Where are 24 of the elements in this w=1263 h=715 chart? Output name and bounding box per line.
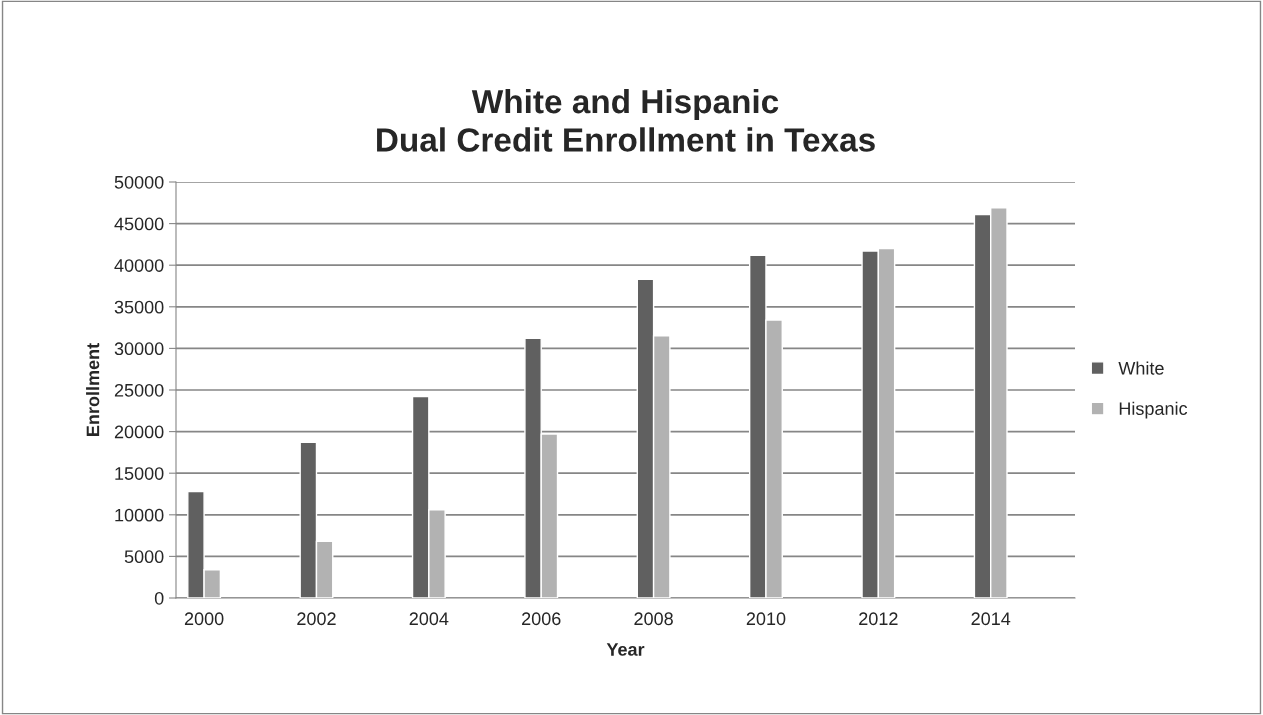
x-tick-label: 2000 (184, 612, 224, 626)
legend-label: White (1118, 361, 1164, 375)
y-tick-label: 25000 (114, 383, 164, 397)
x-tick-label: 2010 (746, 612, 786, 626)
y-tick-label: 10000 (115, 508, 164, 522)
y-tick-label: 45000 (114, 217, 164, 231)
y-tick-label: 20000 (114, 425, 164, 439)
y-tick-label: 50000 (114, 175, 164, 189)
x-tick-label: 2006 (522, 612, 561, 626)
x-axis-title: Year (606, 643, 645, 656)
y-axis-title: Enrollment (86, 343, 100, 436)
x-tick-label: 2014 (971, 612, 1011, 626)
y-tick-label: 0 (154, 591, 164, 605)
x-tick-label: 2012 (859, 612, 898, 626)
legend-label: Hispanic (1119, 401, 1188, 419)
y-tick-label: 40000 (114, 259, 164, 272)
x-tick-label: 2002 (297, 612, 336, 626)
chart-title: White and Hispanic Dual Credit Enrollment in Texas (377, 88, 875, 152)
y-tick-label: 30000 (114, 342, 164, 356)
y-tick-label: 35000 (114, 300, 164, 314)
x-tick-label: 2004 (409, 612, 449, 626)
x-tick-label: 2008 (634, 612, 673, 626)
y-tick-label: 5000 (124, 550, 164, 564)
y-tick-label: 15000 (115, 467, 164, 480)
